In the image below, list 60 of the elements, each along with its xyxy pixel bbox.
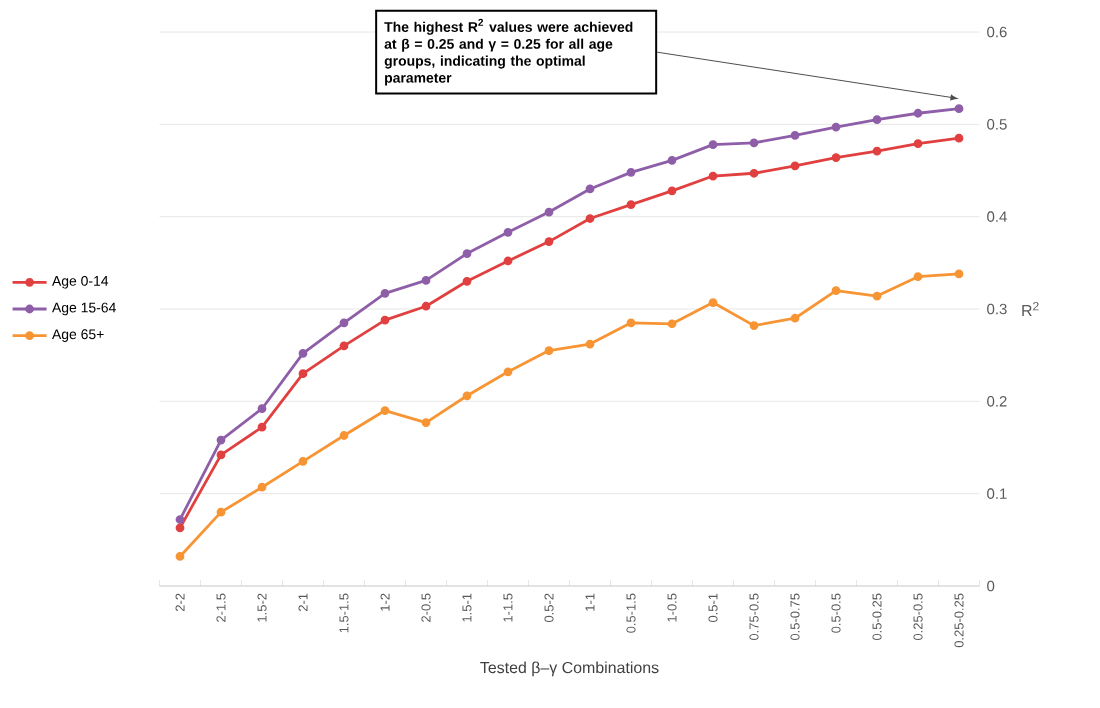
- point: [954, 104, 964, 114]
- point: [421, 418, 431, 427]
- point: [585, 214, 595, 223]
- point: [421, 301, 431, 311]
- point: [708, 140, 718, 150]
- point: [462, 276, 472, 286]
- point: [749, 138, 759, 148]
- point: [503, 256, 513, 266]
- point: [790, 313, 800, 323]
- point: [954, 133, 964, 143]
- point: [544, 346, 554, 355]
- point: [462, 249, 472, 258]
- point: [257, 482, 267, 492]
- point: [339, 318, 349, 328]
- point: [831, 153, 841, 162]
- point: [913, 272, 923, 282]
- point: [339, 341, 349, 351]
- point: [298, 369, 308, 379]
- point: [380, 315, 390, 325]
- point: [790, 131, 800, 140]
- point: [749, 321, 759, 331]
- point: [462, 391, 472, 401]
- point: [544, 207, 554, 217]
- point: [667, 186, 677, 196]
- point: [175, 552, 185, 561]
- point: [175, 515, 185, 524]
- point: [216, 435, 226, 445]
- point: [339, 431, 349, 440]
- point: [626, 167, 636, 177]
- point: [175, 523, 185, 533]
- point: [216, 507, 226, 517]
- point: [872, 146, 882, 156]
- point: [585, 339, 595, 349]
- point: [667, 319, 677, 329]
- point: [626, 318, 636, 328]
- point: [298, 348, 308, 358]
- point: [790, 161, 800, 171]
- point: [421, 275, 431, 285]
- point: [708, 298, 718, 307]
- point: [298, 456, 308, 466]
- point: [503, 367, 513, 377]
- point: [544, 237, 554, 246]
- point: [954, 269, 964, 279]
- point: [216, 450, 226, 460]
- point: [626, 200, 636, 210]
- point: [503, 227, 513, 237]
- point: [708, 171, 718, 181]
- point: [872, 291, 882, 301]
- point: [380, 406, 390, 415]
- point: [831, 286, 841, 295]
- point: [913, 108, 923, 118]
- point: [667, 155, 677, 165]
- point: [913, 139, 923, 149]
- point: [831, 122, 841, 132]
- point: [749, 168, 759, 178]
- point: [872, 115, 882, 125]
- point: [257, 422, 267, 432]
- point: [380, 288, 390, 298]
- point: [585, 184, 595, 194]
- point: [257, 404, 267, 414]
